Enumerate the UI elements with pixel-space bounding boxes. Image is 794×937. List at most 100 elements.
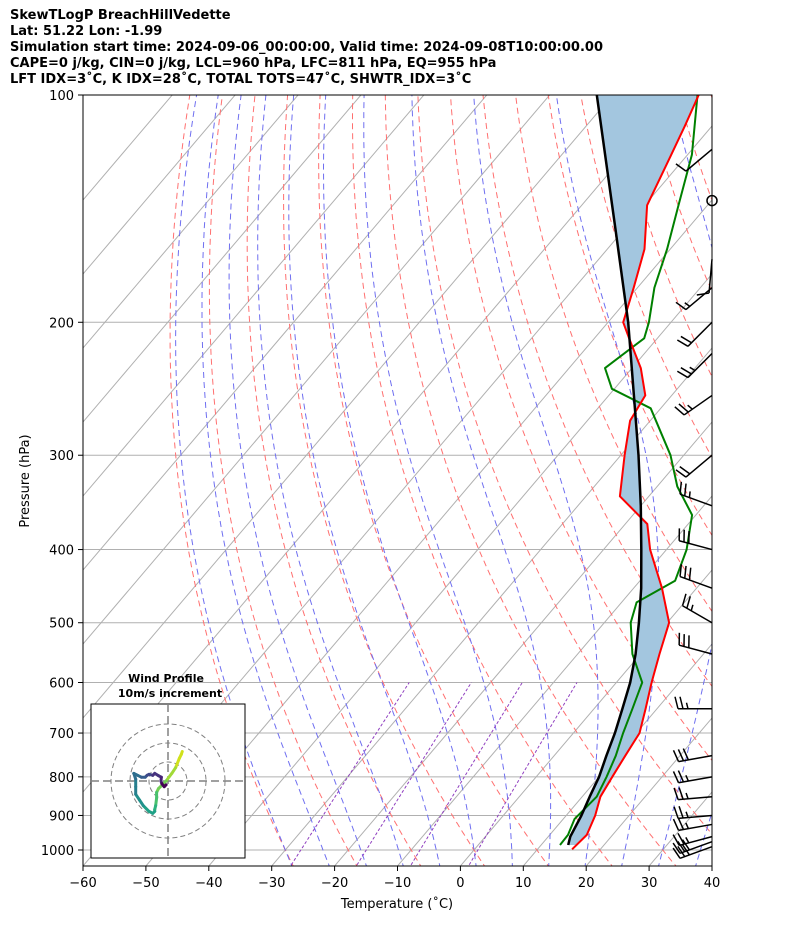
isotherm-line (459, 569, 712, 866)
dry-adiabat-line (318, 95, 549, 866)
isotherm-line (145, 199, 712, 866)
isotherm-line (762, 60, 794, 881)
simulation-times: Simulation start time: 2024-09-06_00:00:… (10, 40, 603, 55)
wind-barb (673, 787, 713, 801)
wind-barb (672, 839, 713, 855)
wind-barb (672, 817, 713, 832)
dry-adiabat-line (246, 95, 422, 866)
wind-barb (675, 287, 713, 311)
wind-barb (676, 321, 713, 347)
dry-adiabat-line (580, 95, 712, 459)
parcel-profile-line (566, 95, 643, 846)
dry-adiabat-line (547, 95, 712, 537)
y-tick-label: 200 (49, 316, 74, 331)
moist-adiabat-line (657, 95, 712, 866)
hodograph-inset: Wind Profile 10m/s increment (90, 672, 246, 859)
dry-adiabat-line (482, 95, 712, 688)
x-tick-label: 20 (578, 876, 595, 891)
mixing-ratio-line (290, 682, 410, 866)
isotherm-line (83, 95, 488, 571)
y-tick-label: 1000 (41, 844, 74, 859)
hodograph-segment (164, 771, 174, 783)
station-title: SkewTLogP BreachHillVedette (10, 8, 231, 23)
wind-barb (675, 454, 713, 478)
x-tick-label: −10 (384, 876, 411, 891)
wind-barb (706, 194, 718, 207)
hodograph-subtitle: 10m/s increment (118, 687, 222, 700)
moist-adiabat-line (228, 95, 368, 866)
dewpoint-profile-line (559, 95, 699, 846)
x-tick-label: 10 (515, 876, 532, 891)
moist-adiabat-line (322, 95, 477, 866)
y-axis-ticks: 1000 900 800 700 600 500 400 300 200 100 (41, 89, 83, 859)
wind-barb (672, 844, 713, 860)
moist-adiabat-line (411, 95, 552, 866)
dry-adiabat-line (283, 95, 486, 866)
isotherm-line (83, 95, 362, 423)
chart-header: SkewTLogP BreachHillVedette Lat: 51.22 L… (10, 8, 603, 88)
wind-barb (673, 806, 713, 820)
profile-lines (559, 95, 700, 851)
isotherm-line (333, 421, 712, 866)
dry-adiabat-line (771, 78, 794, 869)
dry-adiabat-line (417, 95, 712, 835)
isotherm-line (208, 273, 712, 866)
dry-adiabat-line (352, 95, 613, 866)
mixing-ratio-line (409, 682, 523, 866)
wind-barb (679, 481, 713, 507)
isotherm-line (83, 95, 551, 645)
isotherm-line (271, 347, 712, 866)
moist-adiabat-line (363, 95, 513, 866)
isotherm-line (83, 95, 614, 719)
dry-adiabat-line (710, 95, 712, 100)
dry-adiabat-line (515, 95, 712, 613)
hodograph-plot (91, 704, 245, 858)
moist-adiabat-line (257, 95, 404, 866)
x-tick-label: −20 (321, 876, 348, 891)
wind-barb (675, 148, 713, 172)
wind-barb (672, 770, 713, 784)
dry-adiabat-line (645, 95, 712, 293)
y-tick-label: 100 (49, 89, 74, 104)
moist-adiabat-line (288, 95, 441, 866)
isotherm-line (396, 495, 712, 866)
wind-barb (679, 564, 713, 589)
x-axis-ticks: −60 −50 −40 −30 −20 −10 0 10 20 30 40 (69, 866, 720, 891)
wind-barb (674, 394, 713, 416)
x-tick-label: −50 (132, 876, 159, 891)
dry-adiabat-line (169, 95, 294, 866)
isotherm-line (648, 791, 712, 866)
x-tick-label: −40 (195, 876, 222, 891)
wind-barb (681, 593, 713, 624)
isotherm-line (83, 95, 236, 275)
hodograph-segment (174, 756, 181, 770)
y-tick-label: 600 (49, 677, 74, 692)
dry-adiabat-line (208, 95, 358, 866)
x-tick-label: 30 (641, 876, 658, 891)
hodograph-title: Wind Profile (128, 672, 204, 685)
isotherm-line (585, 717, 712, 866)
y-tick-label: 800 (49, 771, 74, 786)
isotherm-line (83, 95, 425, 497)
wind-barb (676, 352, 713, 379)
moist-adiabat-line (201, 95, 330, 866)
moist-adiabat-line (175, 95, 293, 866)
wind-barb (696, 259, 713, 296)
temperature-profile-line (571, 95, 700, 851)
wind-barb (672, 832, 713, 847)
y-tick-label: 300 (49, 449, 74, 464)
isotherm-line (83, 95, 299, 349)
y-tick-label: 900 (49, 809, 74, 824)
y-tick-label: 500 (49, 617, 74, 632)
mixing-ratio-line (355, 682, 472, 866)
isotherm-line (711, 865, 712, 866)
wind-barb (678, 632, 713, 655)
x-tick-label: 0 (456, 876, 464, 891)
y-axis-title: Pressure (hPa) (18, 434, 33, 527)
x-tick-label: 40 (704, 876, 721, 891)
x-axis-title: Temperature (˚C) (340, 896, 453, 912)
wind-barbs (672, 148, 718, 860)
wind-barb (678, 528, 713, 551)
cape-cin-indices: CAPE=0 j/kg, CIN=0 j/kg, LCL=960 hPa, LF… (10, 56, 497, 71)
